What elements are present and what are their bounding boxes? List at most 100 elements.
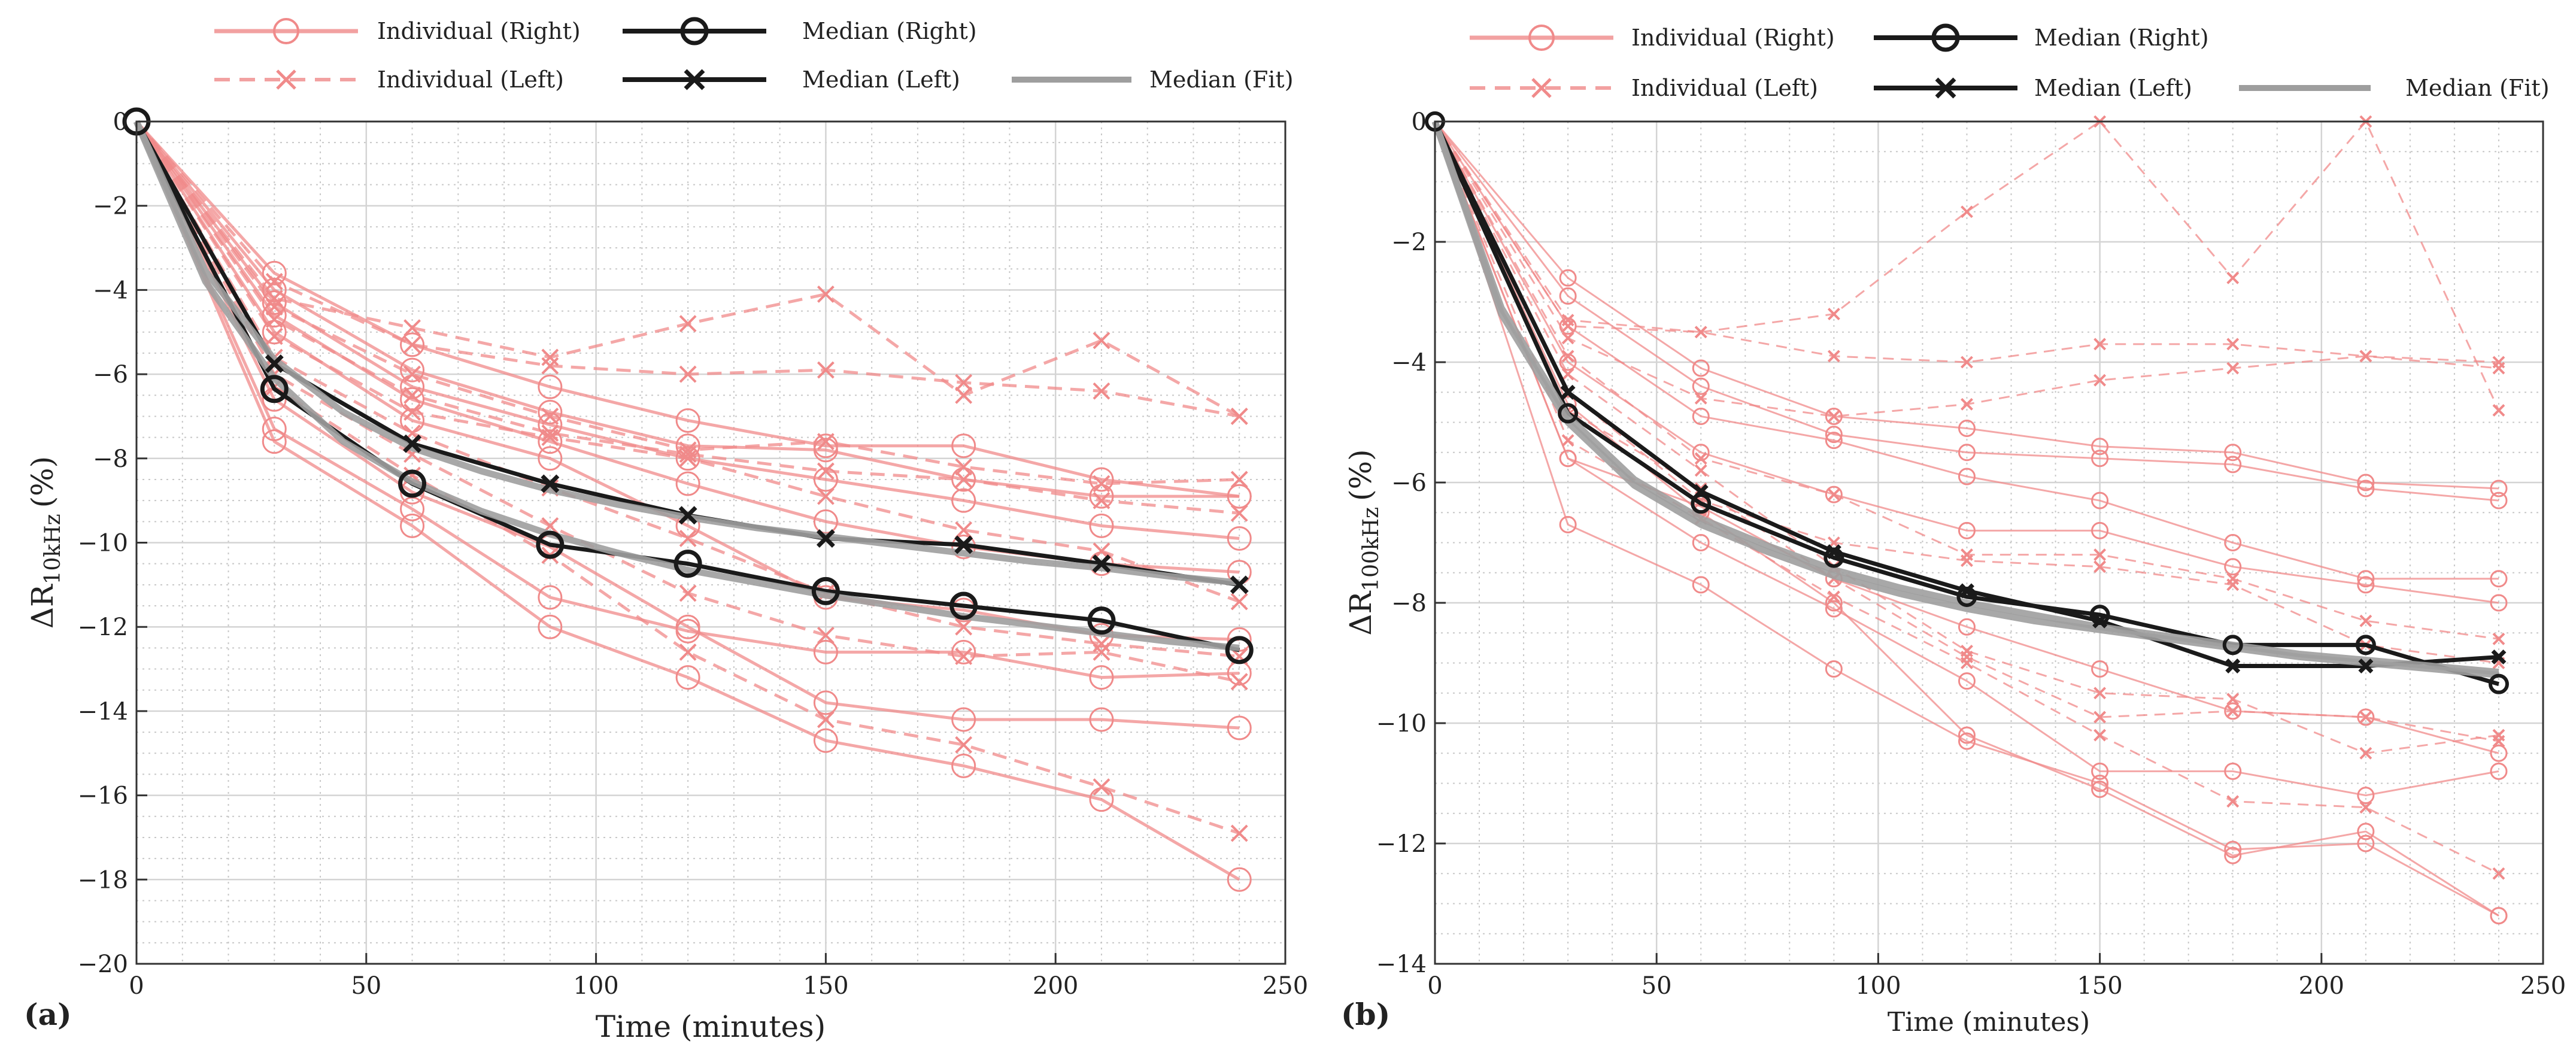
legend-entry-individual-left: Individual (Left) [214,66,564,93]
individual-series [135,120,1252,892]
legend-label: Median (Fit) [1149,66,1294,93]
y-axis-label-unit: (%) [25,456,60,508]
individual-right-point [1825,660,1843,678]
legend-swatch-x-marker [684,69,705,90]
median-left-point [403,434,422,453]
fit-series [1431,120,2499,679]
median-left-point [1959,583,1974,599]
individual-left-point [1561,314,1574,327]
individual-right-point [1559,269,1577,287]
individual-right-point [2490,762,2508,780]
legend-label: Individual (Right) [377,18,581,44]
individual-left-point [817,711,835,729]
individual-right-point [1227,526,1252,551]
individual-right-point [2357,480,2375,497]
y-tick-label: −6 [93,361,128,389]
individual-right-point [1958,444,1976,462]
individual-left-point [2093,548,2107,562]
individual-left-line [135,120,1240,658]
individual-left-point [679,643,697,661]
median-left-point [1826,544,1841,560]
individual-right-line [1434,121,2499,917]
legend: Individual (Right) Median (Right) Indivi… [214,17,1294,93]
y-tick-label: −18 [78,866,128,894]
individual-left-point [2226,795,2240,808]
legend-swatch-circle-marker [1528,25,1555,51]
individual-left-point [541,429,559,447]
legend-entry-median-right: Median (Right) [623,17,977,45]
individual-left-point [2226,578,2240,591]
individual-right-point [538,585,563,610]
legend-entry-median-left: Median (Left) [1874,75,2192,101]
individual-right-point [538,429,563,454]
individual-left-point [1230,471,1248,488]
individual-right-point [1227,484,1252,509]
minor-grid [1435,122,2543,964]
individual-right-point [1089,513,1114,538]
individual-right-point [2224,840,2242,858]
plot-frame [1434,120,2544,965]
individual-right-line [135,121,1240,881]
individual-left-point [1561,368,1574,381]
individual-right-point [951,639,976,664]
individual-right-point [2357,835,2375,852]
individual-left-point [2093,560,2107,573]
individual-right-point [1692,444,1710,462]
individual-right-point [1825,426,1843,444]
individual-left-point [955,736,973,754]
individual-right-point [538,446,563,471]
individual-right-point [1089,467,1114,492]
y-tick-label: −16 [78,782,128,810]
individual-right-point [1958,618,1976,636]
x-tick-label: 0 [129,972,144,1000]
individual-left-point [955,374,973,392]
y-axis-label: ΔR100kHz (%) [1343,449,1383,635]
individual-right-point [1089,707,1114,732]
individual-right-point [1958,726,1976,744]
individual-right-line [1434,121,2499,797]
individual-right-point [2091,450,2109,468]
minor-grid [136,122,1285,964]
individual-left-point [955,618,973,636]
individual-right-point [2091,660,2109,678]
x-axis-label: Time (minutes) [1888,1007,2090,1037]
legend-label: Median (Fit) [2405,75,2550,101]
individual-left-point [265,327,283,345]
individual-right-point [2091,781,2109,799]
median-left-point [2092,613,2108,629]
individual-left-point [1961,356,1973,369]
individual-right-point [813,438,838,463]
individual-left-point [2492,632,2505,645]
individual-left-point [1827,350,1840,363]
individual-right-point [1227,867,1252,892]
y-axis-label-sub: 100kHz [1359,507,1383,591]
y-tick-label: 0 [1412,108,1427,136]
y-axis-label-main: ΔR [1343,590,1378,635]
individual-right-point [2357,576,2375,594]
legend-label: Individual (Left) [377,66,564,93]
individual-left-point [817,433,835,451]
individual-left-point [2492,867,2505,880]
individual-left-point [955,521,973,539]
individual-right-point [1958,521,1976,539]
individual-right-point [813,467,838,492]
x-tick-labels: 0 50 100 150 200 250 [129,972,1308,1000]
y-tick-label: −4 [93,277,128,304]
median-left-point [1230,575,1249,594]
individual-right-point [2490,744,2508,762]
panel-a: 0 50 100 150 200 250 −20−18−16−14−12−10−8−6−4… [24,17,1308,1044]
individual-left-point [2226,693,2240,706]
y-axis-label: ΔR10kHz (%) [25,456,65,629]
individual-right-point [1825,600,1843,618]
median-right-point [2355,635,2376,656]
individual-left-point [1961,397,1973,411]
y-axis-label-sub: 10kHz [41,514,65,584]
individual-left-point [2359,801,2372,814]
legend-swatch-x-marker [276,69,296,90]
y-axis-label-unit: (%) [1343,449,1378,501]
individual-right-point [2490,907,2508,925]
median-markers [122,107,1254,664]
median-right-point [811,576,840,605]
legend-label: Median (Left) [802,66,960,93]
x-tick-label: 200 [1033,972,1078,1000]
